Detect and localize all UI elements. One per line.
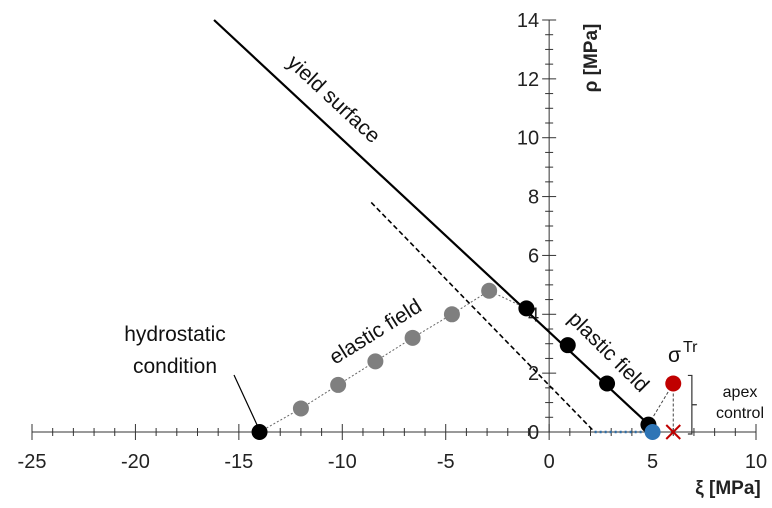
hydrostatic-label-line2: condition (133, 355, 217, 378)
elastic-point (292, 400, 309, 417)
return-dashed-line (648, 383, 674, 425)
elastic-point (443, 306, 460, 323)
apex-cross-mark-b (665, 424, 681, 440)
x-tick-label: 0 (544, 451, 555, 473)
y-tick-label: 10 (517, 128, 539, 150)
y-tick-label: 14 (517, 10, 539, 32)
elastic-point (330, 376, 347, 393)
plastic-point (518, 300, 535, 317)
hydrostatic-point (251, 424, 268, 440)
x-tick-label: -25 (18, 451, 47, 473)
plastic-point (599, 375, 616, 392)
x-tick-label: -20 (121, 451, 150, 473)
x-axis-title: ξ [MPa] (695, 478, 760, 499)
plastic-point (559, 337, 576, 354)
sigma-trial-label: σ (668, 344, 681, 367)
apex-point (644, 424, 661, 440)
hydrostatic-leader-line (233, 374, 259, 427)
y-axis-title: ρ [MPa] (581, 24, 602, 93)
x-tick-label: -15 (224, 451, 253, 473)
y-tick-label: 2 (528, 363, 539, 385)
shifted-surface-dashed-line (370, 201, 596, 433)
yield-surface-line (213, 19, 658, 433)
y-tick-label: 4 (528, 304, 539, 326)
sigma-trial-superscript: Tr (683, 339, 698, 356)
elastic-path-line (259, 290, 527, 433)
x-tick-label: 10 (745, 451, 767, 473)
y-tick-label: 8 (528, 187, 539, 209)
x-tick-label: -5 (437, 451, 455, 473)
hydrostatic-label-line1: hydrostatic (124, 323, 226, 346)
apex-control-label-line1: apex (723, 384, 758, 401)
x-tick-label: 5 (647, 451, 658, 473)
apex-control-label-line2: control (716, 405, 764, 422)
elastic-point (367, 353, 384, 370)
elastic-point (404, 329, 421, 346)
x-tick-label: -10 (328, 451, 357, 473)
apex-control-bracket (687, 374, 697, 435)
y-tick-label: 6 (528, 245, 539, 267)
y-tick-label: 0 (528, 422, 539, 444)
elastic-point (481, 282, 498, 299)
y-tick-label: 12 (517, 69, 539, 91)
trial-stress-point (665, 375, 682, 392)
